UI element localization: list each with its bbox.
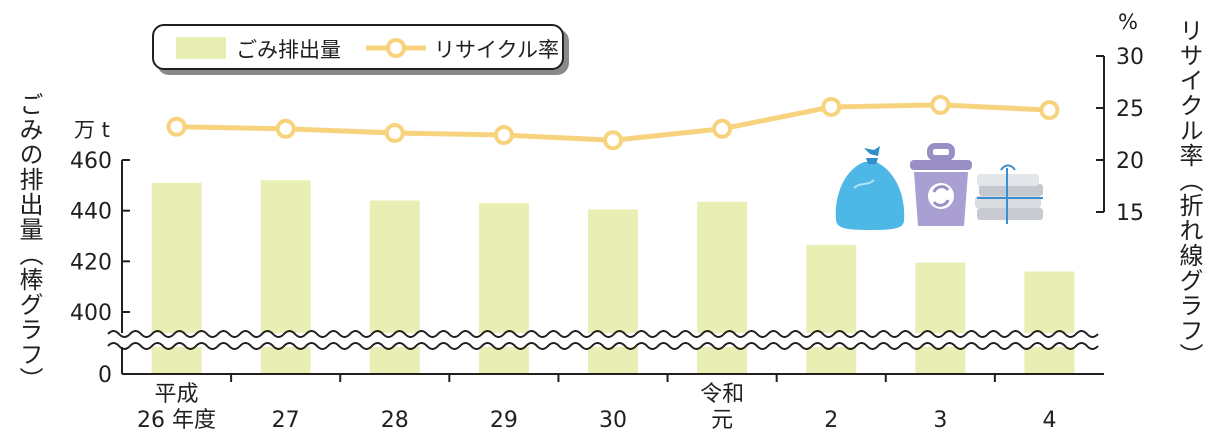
recycle-rate-point-7 [821, 96, 842, 117]
x-tick-label-year: 29 [489, 408, 518, 433]
x-tick-label-era: 令和 [700, 382, 745, 407]
x-tick-label-year: 元 [711, 408, 734, 433]
left-tick-label: 460 [70, 149, 112, 174]
newspaper-bundle-icon [975, 164, 1043, 224]
x-tick-label: 令和元 [672, 382, 772, 434]
axis-break-line-bottom [107, 342, 1099, 350]
axis-break-line-top [107, 330, 1099, 338]
axes-layer [121, 55, 1105, 382]
x-tick-label: 27 [236, 408, 336, 434]
x-tick-label-year: 28 [380, 408, 409, 433]
legend: ごみ排出量 リサイクル率 [152, 24, 564, 70]
bar-7 [806, 244, 857, 374]
right-tick-label: 30 [1116, 45, 1144, 70]
left-tick-label: 400 [70, 301, 112, 326]
right-axis-title: リサイクル率（折れ線グラフ） [1175, 18, 1203, 368]
x-tick-label-year: 4 [1042, 408, 1057, 433]
legend-swatch-line [366, 38, 426, 58]
x-tick-label-year: 27 [271, 408, 300, 433]
right-tick-label: 25 [1116, 97, 1144, 122]
legend-label-line: リサイクル率 [434, 38, 559, 62]
left-tick-label: 440 [70, 200, 112, 225]
right-tick-label: 20 [1116, 149, 1144, 174]
x-tick-label: 平成 26 年度 [127, 382, 227, 434]
tick-labels: 400 420 440 460 0 15 20 25 30 [70, 45, 1144, 388]
x-tick-label-year: 3 [933, 408, 948, 433]
recycle-rate-point-2 [275, 118, 296, 139]
legend-label-bar: ごみ排出量 [236, 38, 341, 62]
axis-break [104, 330, 1100, 350]
left-axis-unit: 万 t [74, 118, 110, 142]
recycle-rate-point-5 [603, 130, 623, 151]
recycle-rate-point-8 [930, 94, 951, 115]
right-axis-unit: % [1118, 10, 1138, 34]
x-tick-label: 28 [345, 408, 445, 434]
recycle-rate-point-4 [493, 125, 514, 146]
right-tick-label: 15 [1116, 201, 1144, 226]
x-tick-label: 3 [890, 408, 990, 434]
x-tick-label: 2 [781, 408, 881, 434]
left-tick-label: 0 [98, 363, 112, 388]
x-tick-label-year: 26 年度 [137, 408, 217, 433]
recycle-rate-point-3 [384, 122, 405, 143]
x-tick-label-year: 2 [824, 408, 839, 433]
line-layer [166, 94, 1060, 151]
recycle-bin-icon [910, 143, 972, 226]
recycle-rate-point-1 [166, 116, 187, 137]
legend-swatch-bar [176, 37, 226, 59]
left-axis-title: ごみの排出量（棒グラフ） [15, 92, 43, 392]
bar-9 [1024, 271, 1075, 374]
x-tick-label: 4 [999, 408, 1099, 434]
left-tick-label: 420 [70, 250, 112, 275]
garbage-bag-icon [835, 146, 905, 230]
x-tick-label: 29 [454, 408, 554, 434]
x-tick-label-era: 平成 [154, 382, 199, 407]
x-tick-label: 30 [563, 408, 663, 434]
recycle-rate-point-9 [1039, 100, 1060, 121]
x-tick-label-year: 30 [599, 408, 627, 433]
recycle-rate-point-6 [712, 118, 733, 139]
bar-8 [915, 262, 966, 374]
